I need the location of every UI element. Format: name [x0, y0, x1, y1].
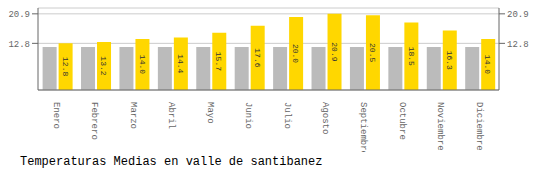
svg-text:16.3: 16.3: [445, 51, 454, 70]
svg-text:Octubre: Octubre: [397, 102, 407, 140]
svg-text:18.5: 18.5: [407, 47, 416, 66]
svg-text:14.4: 14.4: [176, 54, 185, 73]
svg-text:12.8: 12.8: [61, 57, 70, 76]
svg-text:12.8: 12.8: [507, 40, 529, 50]
svg-text:15.7: 15.7: [214, 52, 223, 71]
svg-text:Diciembre: Diciembre: [474, 102, 484, 151]
svg-text:17.6: 17.6: [253, 48, 262, 67]
svg-text:13.2: 13.2: [99, 56, 108, 75]
svg-text:Noviembre: Noviembre: [435, 102, 445, 151]
svg-text:20.9: 20.9: [8, 10, 30, 20]
svg-text:20.0: 20.0: [291, 44, 300, 63]
svg-text:Marzo: Marzo: [128, 102, 138, 129]
svg-text:Septiembre: Septiembre: [358, 102, 368, 152]
svg-text:14.0: 14.0: [138, 55, 147, 74]
svg-text:Junio: Junio: [243, 102, 253, 129]
svg-text:20.9: 20.9: [507, 10, 529, 20]
svg-text:14.0: 14.0: [483, 55, 492, 74]
svg-text:Mayo: Mayo: [205, 102, 215, 124]
html-text:Temperaturas Medias en valle d: Temperaturas Medias en valle de santiban…: [20, 155, 323, 169]
svg-text:Julio: Julio: [282, 102, 292, 129]
svg-text:20.9: 20.9: [330, 42, 339, 61]
svg-text:Abril: Abril: [166, 102, 176, 129]
svg-text:Febrero: Febrero: [89, 102, 99, 140]
svg-text:Enero: Enero: [51, 102, 61, 129]
svg-text:20.5: 20.5: [368, 43, 377, 62]
svg-text:12.8: 12.8: [8, 40, 30, 50]
svg-text:Agosto: Agosto: [320, 102, 330, 134]
